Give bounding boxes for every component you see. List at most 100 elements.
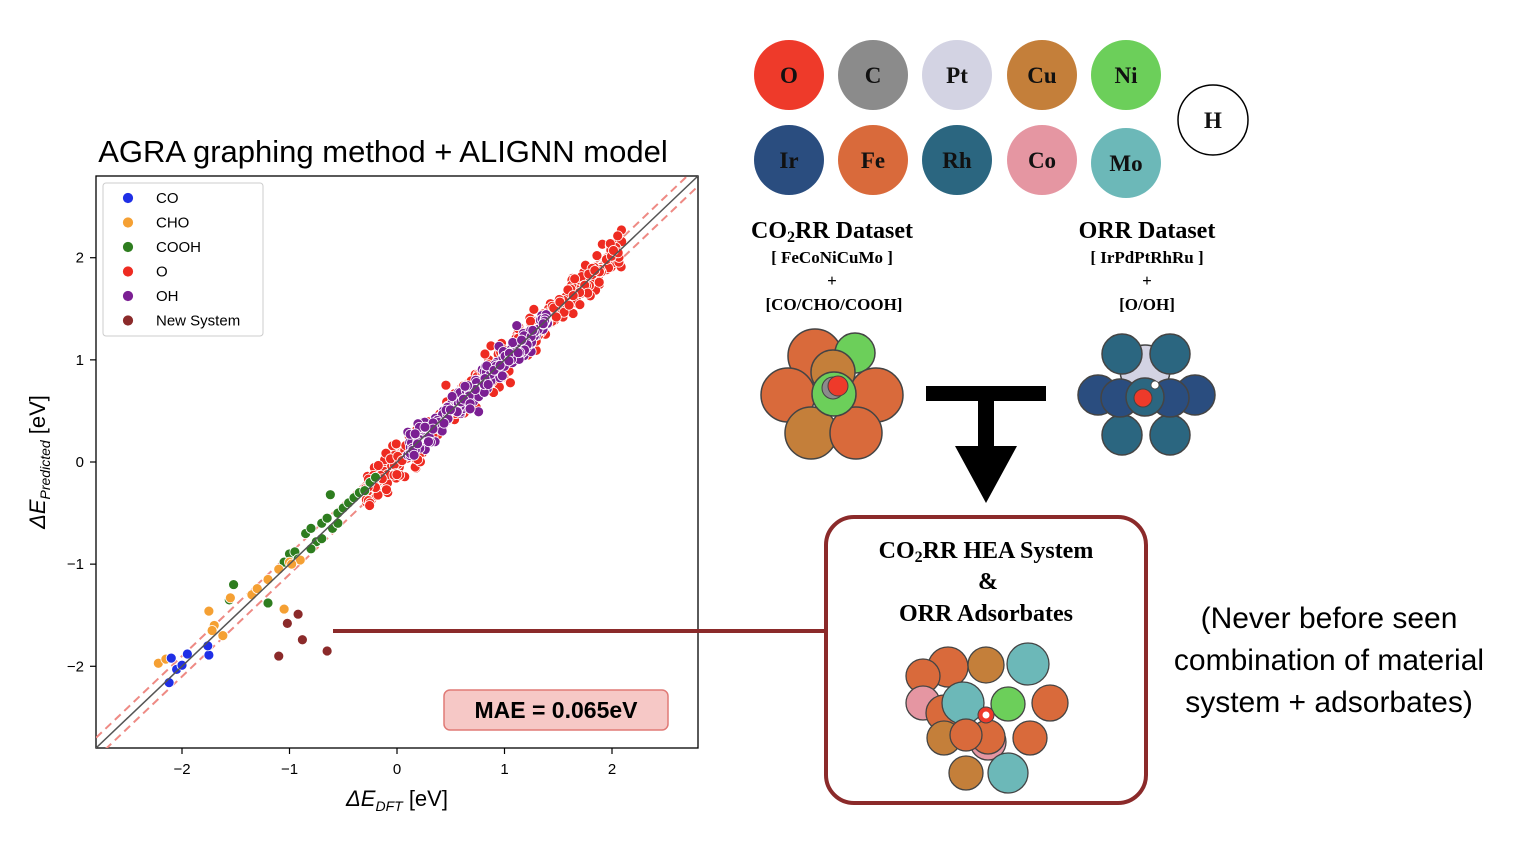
point-cho [262,574,274,585]
hea-title-a: CO [879,538,915,564]
point-cho [203,605,215,617]
point-o [372,460,384,471]
point-cho [206,625,218,636]
co2rr-title-a: CO [751,218,787,244]
element-pt-label: Pt [946,63,968,88]
point-oh [423,436,434,448]
orr-dataset: ORR Dataset [ IrPdPtRhRu ] + [O/OH] [1079,218,1216,314]
element-cu-label: Cu [1027,63,1057,88]
atom-fe [949,718,983,752]
atom-cu [948,755,984,791]
point-co [203,649,215,661]
point-oh [527,324,539,336]
y-axis-label: ΔEPredicted [eV] [25,395,53,530]
legend-box [102,182,264,337]
atom-h [1150,380,1160,390]
atom-o [827,375,849,397]
element-mo-circle [1091,128,1161,198]
point-co [181,648,193,660]
chart-title: AGRA graphing method + ALIGNN model [98,134,668,169]
combine-arrow [926,386,1046,503]
co2rr-adsorbates: [CO/CHO/COOH] [766,295,903,314]
point-cho [224,592,236,604]
point-o [381,484,392,496]
legend: CO CHO COOH O OH New System [102,182,264,337]
note-line-3: system + adsorbates) [1185,686,1473,719]
point-cho [286,558,298,570]
point-cho [273,563,285,575]
legend-label-o: O [156,264,168,281]
legend-marker-cooh [122,241,134,253]
legend-marker-new-system [122,314,134,327]
point-o [390,438,402,450]
co2rr-dataset: CO2RR Dataset [ FeCoNiCuMo ] + [CO/CHO/C… [751,218,913,314]
point-oh [412,438,423,450]
point-new-system [292,608,304,620]
element-ir-label: Ir [779,148,798,173]
point-oh [445,404,456,416]
point-cooh [228,579,240,590]
point-cooh [359,485,371,497]
orr-dataset-title: ORR Dataset [1079,218,1216,244]
orr-elements: [ IrPdPtRhRu ] [1090,248,1203,267]
point-cho [294,554,306,566]
novelty-note: (Never before seen combination of materi… [1174,602,1484,719]
legend-marker-o [122,265,134,278]
point-new-system [321,645,333,657]
legend-marker-co [122,192,134,204]
point-o [391,469,403,480]
atom-rh [1101,333,1143,375]
point-o [505,377,516,389]
point-o [528,303,540,315]
point-o [440,379,452,391]
x-tick-label: 1 [500,761,508,778]
co2rr-elements: [ FeCoNiCuMo ] [771,248,893,267]
point-new-system [296,634,308,646]
point-cooh [332,517,344,529]
point-new-system [281,617,293,629]
point-cho [251,583,263,595]
orr-adsorbates: [O/OH] [1119,295,1175,314]
hea-title-b: RR HEA System [923,538,1094,564]
atom-rh [1101,414,1143,456]
x-tick-label: 2 [608,761,616,778]
co2rr-cluster-illustration [760,328,904,460]
note-line-1: (Never before seen [1201,602,1458,635]
note-line-2: combination of material [1174,644,1484,677]
point-oh [507,337,519,348]
atom-rh [1149,414,1191,456]
y-axis-label-sub: Predicted [37,439,53,499]
atom-mo [987,752,1029,794]
element-co-circle [1007,125,1077,195]
element-o-circle [754,40,824,110]
point-cho [217,630,229,642]
y-axis-label-main: ΔE [25,499,50,530]
point-o [593,276,605,288]
point-cooh [370,471,381,483]
atom-mo [941,681,985,725]
mae-badge: MAE = 0.065eV [443,689,669,731]
element-co-label: Co [1028,148,1056,173]
hea-title: CO2RR HEA System [879,538,1094,566]
atom-o [1133,388,1153,408]
co2rr-title-sub: 2 [787,229,795,246]
atom-fe [1012,720,1048,756]
y-axis-label-unit: [eV] [25,395,50,440]
legend-label-oh: OH [156,288,179,305]
point-o [589,265,601,276]
atom-ni [990,686,1026,722]
point-oh [446,391,458,402]
x-axis-label: ΔEDFT [eV] [345,786,448,814]
y-tick-label: 2 [76,250,84,267]
point-oh [496,370,508,382]
atom-fe [1031,684,1069,722]
element-mo-label: Mo [1109,151,1142,176]
orr-cluster-illustration [1077,333,1216,456]
point-o [364,500,375,511]
legend-label-new-system: New System [156,313,240,330]
point-o [550,311,562,323]
point-cooh [262,597,274,609]
atom-mo [1006,642,1050,686]
